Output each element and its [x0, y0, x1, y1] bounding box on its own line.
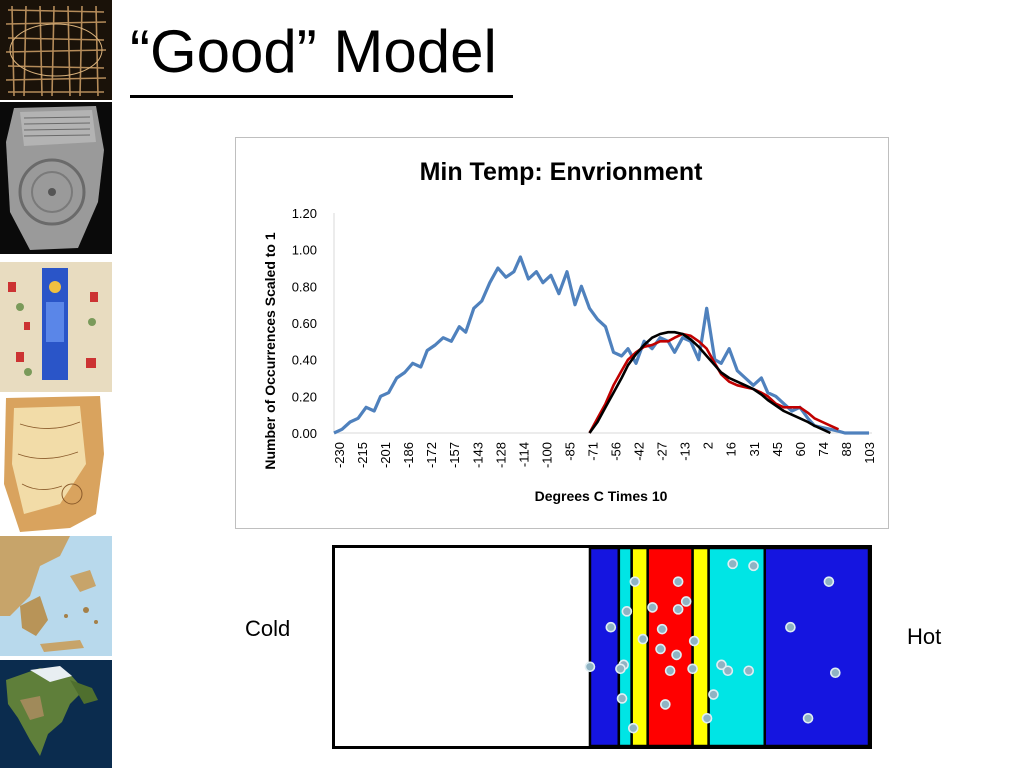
model-band: [630, 548, 649, 746]
x-tick-label: 31: [747, 442, 762, 456]
model-band: [335, 548, 590, 746]
x-tick-label: -157: [447, 442, 462, 468]
medieval-map-thumbnail: [0, 262, 112, 392]
y-tick-label: 1.20: [292, 206, 317, 221]
x-axis-label: Degrees C Times 10: [535, 488, 668, 504]
hot-label: Hot: [907, 624, 942, 649]
greece-relief-map-thumbnail: [0, 536, 112, 656]
piri-reis-map-thumbnail: [0, 394, 112, 534]
x-tick-label: 16: [724, 442, 739, 456]
model-band: [646, 548, 694, 746]
model-band: [617, 548, 633, 746]
y-axis-label: Number of Occurrences Scaled to 1: [262, 232, 278, 470]
x-tick-label: -215: [355, 442, 370, 468]
model-band: [691, 548, 710, 746]
series-line-1: [333, 255, 869, 435]
y-tick-label: 0.20: [292, 389, 317, 404]
y-tick-label: 0.00: [292, 426, 317, 441]
x-tick-label: -85: [562, 442, 577, 461]
y-tick-label: 0.80: [292, 279, 317, 294]
x-tick-label: -230: [332, 442, 347, 468]
temperature-model-bar: [332, 545, 872, 749]
grid-map-thumbnail: [0, 0, 112, 100]
x-tick-label: -27: [655, 442, 670, 461]
x-tick-label: 60: [793, 442, 808, 456]
x-tick-label: 2: [701, 442, 716, 449]
model-band: [588, 548, 621, 746]
model-band: [763, 548, 869, 746]
x-tick-label: -114: [516, 442, 531, 467]
y-tick-label: 0.40: [292, 353, 317, 368]
x-tick-label: -201: [378, 442, 393, 468]
x-tick-label: 45: [770, 442, 785, 456]
north-america-globe-thumbnail: [0, 660, 112, 768]
x-tick-label: 74: [816, 442, 831, 456]
chart-title: Min Temp: Envrionment: [420, 158, 704, 186]
title-underline: [130, 95, 513, 98]
x-tick-label: -56: [609, 442, 624, 461]
x-tick-label: -143: [470, 442, 485, 468]
x-tick-label: -186: [401, 442, 416, 468]
y-tick-label: 1.00: [292, 243, 317, 258]
x-tick-label: -13: [678, 442, 693, 461]
map-thumbnail-strip: [0, 0, 114, 768]
x-tick-label: -71: [585, 442, 600, 461]
x-tick-label: 88: [839, 442, 854, 456]
x-tick-label: -100: [539, 442, 554, 468]
x-tick-label: 103: [862, 442, 877, 464]
clay-tablet-map-thumbnail: [0, 102, 112, 254]
y-tick-label: 0.60: [292, 316, 317, 331]
slide-title: “Good” Model: [130, 18, 497, 85]
chart-frame: [235, 137, 889, 529]
x-tick-label: -128: [493, 442, 508, 468]
series-line-3: [588, 330, 831, 435]
x-tick-label: -172: [424, 442, 439, 468]
model-band: [707, 548, 767, 746]
cold-label: Cold: [245, 616, 291, 641]
x-tick-label: -42: [632, 442, 647, 461]
